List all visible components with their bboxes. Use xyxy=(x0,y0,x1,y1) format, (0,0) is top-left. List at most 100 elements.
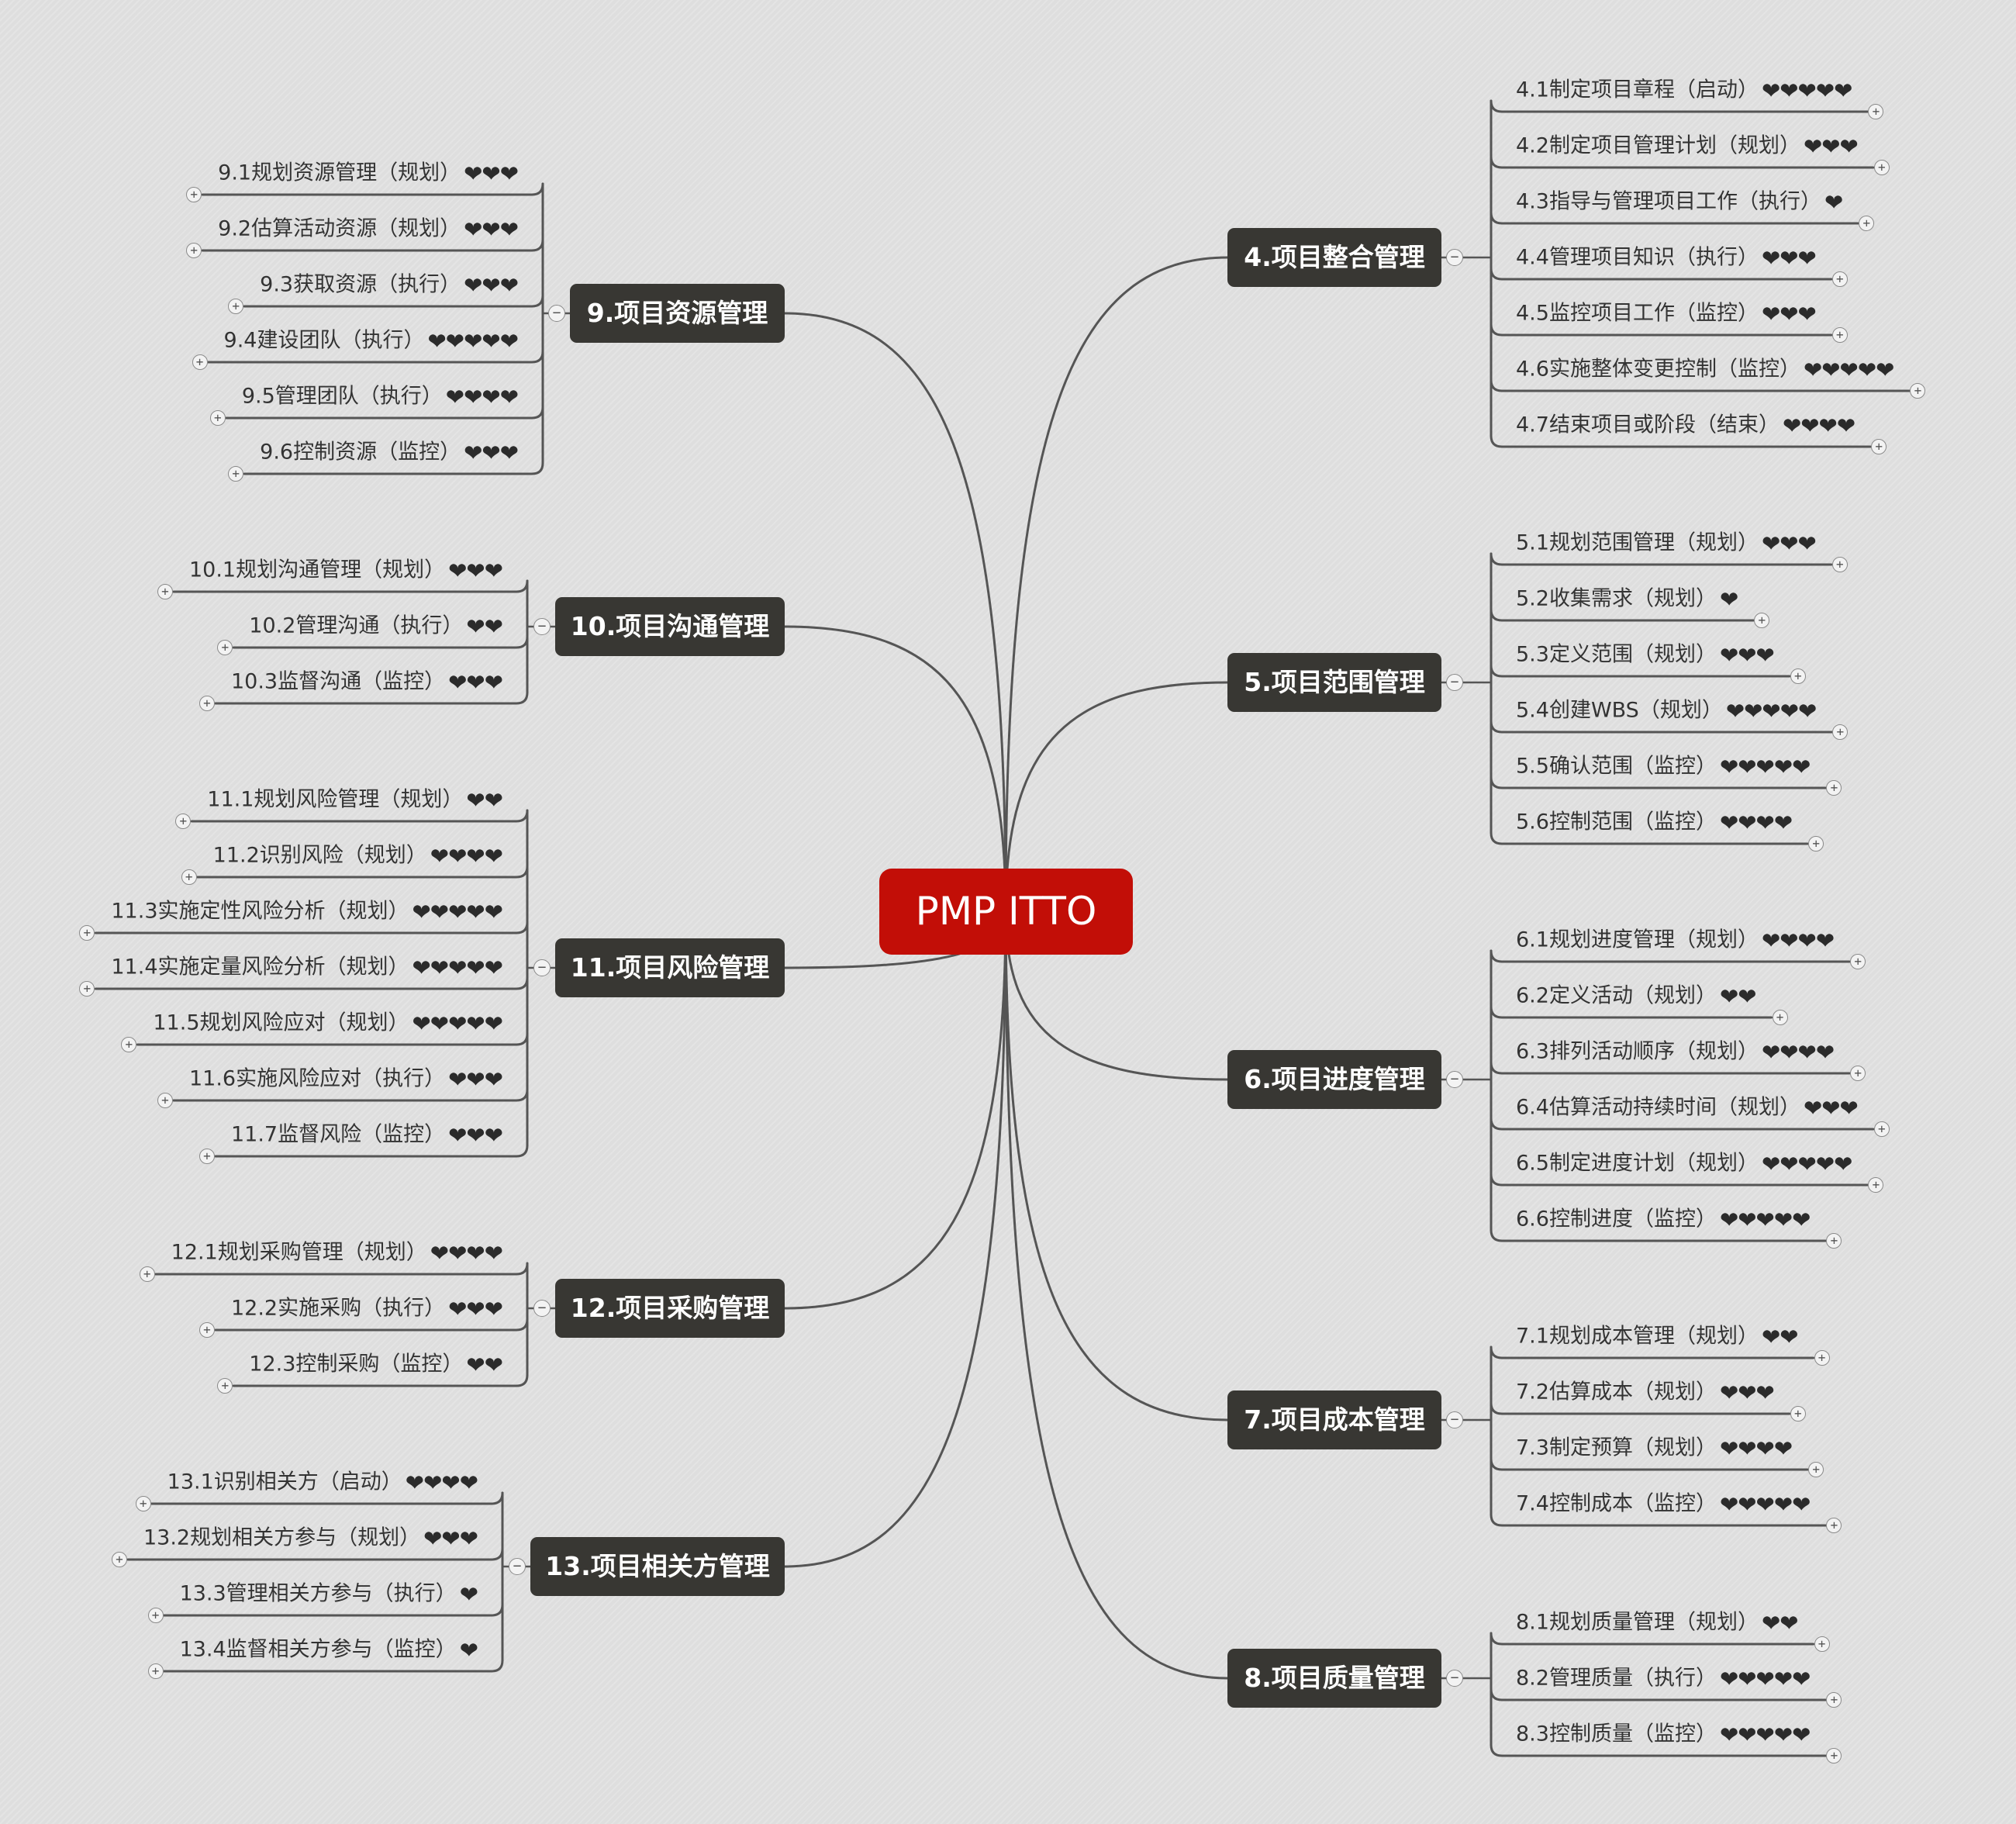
topic-item[interactable]: 7.4控制成本（监控） ❤❤❤❤❤ xyxy=(1516,1487,1811,1521)
topic-item[interactable]: 4.6实施整体变更控制（监控） ❤❤❤❤❤ xyxy=(1516,352,1894,386)
topic-item[interactable]: 4.3指导与管理项目工作（执行） ❤ xyxy=(1516,185,1843,219)
topic-item[interactable]: 10.3监督沟通（监控） ❤❤❤ xyxy=(231,665,503,699)
topic-item[interactable]: 4.5监控项目工作（监控） ❤❤❤ xyxy=(1516,296,1817,330)
branch-topic-b8[interactable]: 8.项目质量管理 xyxy=(1227,1649,1441,1708)
expand-toggle[interactable]: + xyxy=(181,869,197,885)
expand-toggle[interactable]: + xyxy=(175,814,192,829)
expand-toggle[interactable]: + xyxy=(135,1496,151,1511)
expand-toggle[interactable]: + xyxy=(1859,216,1875,231)
topic-item[interactable]: 6.3排列活动顺序（规划） ❤❤❤❤ xyxy=(1516,1035,1835,1069)
topic-item[interactable]: 10.2管理沟通（执行） ❤❤ xyxy=(249,609,503,643)
expand-toggle[interactable]: + xyxy=(198,1322,215,1338)
topic-item[interactable]: 4.1制定项目章程（启动） ❤❤❤❤❤ xyxy=(1516,73,1852,107)
expand-toggle[interactable]: + xyxy=(1826,780,1842,796)
expand-toggle[interactable]: + xyxy=(1790,668,1806,684)
expand-toggle[interactable]: + xyxy=(1808,836,1824,852)
expand-toggle[interactable]: + xyxy=(1868,1177,1884,1193)
topic-item[interactable]: 7.3制定预算（规划） ❤❤❤❤ xyxy=(1516,1431,1793,1465)
topic-item[interactable]: 6.4估算活动持续时间（规划） ❤❤❤ xyxy=(1516,1090,1859,1124)
expand-toggle[interactable]: + xyxy=(209,410,226,426)
topic-item[interactable]: 5.1规划范围管理（规划） ❤❤❤ xyxy=(1516,526,1817,560)
expand-toggle[interactable]: + xyxy=(111,1552,127,1567)
expand-toggle[interactable]: + xyxy=(1826,1692,1842,1708)
central-topic[interactable]: PMP ITTO xyxy=(879,869,1133,955)
topic-item[interactable]: 12.3控制采购（监控） ❤❤ xyxy=(249,1347,503,1381)
expand-toggle[interactable]: + xyxy=(1850,954,1866,969)
collapse-toggle-b13[interactable]: − xyxy=(509,1558,526,1575)
branch-topic-b5[interactable]: 5.项目范围管理 xyxy=(1227,653,1441,712)
topic-item[interactable]: 11.6实施风险应对（执行） ❤❤❤ xyxy=(189,1062,503,1096)
topic-item[interactable]: 8.2管理质量（执行） ❤❤❤❤❤ xyxy=(1516,1661,1811,1695)
expand-toggle[interactable]: + xyxy=(1790,1406,1806,1422)
topic-item[interactable]: 13.2规划相关方参与（规划） ❤❤❤ xyxy=(143,1521,478,1555)
expand-toggle[interactable]: + xyxy=(79,925,95,941)
expand-toggle[interactable]: + xyxy=(1826,1233,1842,1249)
topic-item[interactable]: 6.5制定进度计划（规划） ❤❤❤❤❤ xyxy=(1516,1146,1852,1180)
branch-topic-b10[interactable]: 10.项目沟通管理 xyxy=(555,597,785,656)
topic-item[interactable]: 5.5确认范围（监控） ❤❤❤❤❤ xyxy=(1516,749,1811,783)
topic-item[interactable]: 12.2实施采购（执行） ❤❤❤ xyxy=(231,1291,503,1325)
topic-item[interactable]: 13.3管理相关方参与（执行） ❤ xyxy=(180,1577,478,1611)
topic-item[interactable]: 9.1规划资源管理（规划） ❤❤❤ xyxy=(218,156,519,190)
branch-topic-b13[interactable]: 13.项目相关方管理 xyxy=(530,1537,785,1596)
expand-toggle[interactable]: + xyxy=(1831,327,1848,343)
topic-item[interactable]: 11.3实施定性风险分析（规划） ❤❤❤❤❤ xyxy=(111,894,503,928)
topic-item[interactable]: 9.4建设团队（执行） ❤❤❤❤❤ xyxy=(224,323,519,358)
expand-toggle[interactable]: + xyxy=(1831,557,1848,572)
topic-item[interactable]: 7.1规划成本管理（规划） ❤❤ xyxy=(1516,1319,1799,1353)
expand-toggle[interactable]: + xyxy=(1814,1636,1830,1652)
branch-topic-b7[interactable]: 7.项目成本管理 xyxy=(1227,1390,1441,1449)
branch-topic-b12[interactable]: 12.项目采购管理 xyxy=(555,1279,785,1338)
expand-toggle[interactable]: + xyxy=(1754,613,1770,628)
topic-item[interactable]: 9.2估算活动资源（规划） ❤❤❤ xyxy=(218,212,519,246)
expand-toggle[interactable]: + xyxy=(228,299,244,314)
expand-toggle[interactable]: + xyxy=(186,243,202,258)
topic-item[interactable]: 4.2制定项目管理计划（规划） ❤❤❤ xyxy=(1516,129,1859,163)
expand-toggle[interactable]: + xyxy=(1826,1748,1842,1764)
expand-toggle[interactable]: + xyxy=(1868,104,1884,119)
topic-item[interactable]: 9.5管理团队（执行） ❤❤❤❤ xyxy=(242,379,519,413)
topic-item[interactable]: 13.1识别相关方（启动） ❤❤❤❤ xyxy=(167,1465,478,1499)
expand-toggle[interactable]: + xyxy=(79,981,95,997)
expand-toggle[interactable]: + xyxy=(147,1663,164,1679)
expand-toggle[interactable]: + xyxy=(147,1608,164,1623)
collapse-toggle-b9[interactable]: − xyxy=(548,305,565,322)
topic-item[interactable]: 5.6控制范围（监控） ❤❤❤❤ xyxy=(1516,805,1793,839)
expand-toggle[interactable]: + xyxy=(1910,383,1926,399)
expand-toggle[interactable]: + xyxy=(1832,724,1849,740)
collapse-toggle-b11[interactable]: − xyxy=(533,959,551,976)
expand-toggle[interactable]: + xyxy=(157,1093,173,1108)
collapse-toggle-b4[interactable]: − xyxy=(1446,249,1463,266)
topic-item[interactable]: 8.3控制质量（监控） ❤❤❤❤❤ xyxy=(1516,1717,1811,1751)
collapse-toggle-b8[interactable]: − xyxy=(1446,1670,1463,1687)
expand-toggle[interactable]: + xyxy=(217,640,233,655)
topic-item[interactable]: 11.1规划风险管理（规划） ❤❤ xyxy=(207,782,503,817)
topic-item[interactable]: 11.7监督风险（监控） ❤❤❤ xyxy=(231,1118,503,1152)
expand-toggle[interactable]: + xyxy=(1850,1066,1866,1081)
expand-toggle[interactable]: + xyxy=(186,187,202,202)
branch-topic-b6[interactable]: 6.项目进度管理 xyxy=(1227,1050,1441,1109)
collapse-toggle-b7[interactable]: − xyxy=(1446,1411,1463,1428)
topic-item[interactable]: 10.1规划沟通管理（规划） ❤❤❤ xyxy=(189,553,503,587)
topic-item[interactable]: 11.5规划风险应对（规划） ❤❤❤❤❤ xyxy=(153,1006,503,1040)
expand-toggle[interactable]: + xyxy=(1772,1010,1788,1025)
topic-item[interactable]: 6.6控制进度（监控） ❤❤❤❤❤ xyxy=(1516,1202,1811,1236)
topic-item[interactable]: 8.1规划质量管理（规划） ❤❤ xyxy=(1516,1605,1799,1639)
topic-item[interactable]: 9.3获取资源（执行） ❤❤❤ xyxy=(260,268,519,302)
expand-toggle[interactable]: + xyxy=(1873,160,1890,175)
expand-toggle[interactable]: + xyxy=(1808,1462,1824,1477)
collapse-toggle-b10[interactable]: − xyxy=(533,618,551,635)
expand-toggle[interactable]: + xyxy=(139,1266,155,1282)
collapse-toggle-b5[interactable]: − xyxy=(1446,674,1463,691)
expand-toggle[interactable]: + xyxy=(1873,1121,1890,1137)
expand-toggle[interactable]: + xyxy=(192,354,208,370)
expand-toggle[interactable]: + xyxy=(217,1378,233,1394)
topic-item[interactable]: 6.1规划进度管理（规划） ❤❤❤❤ xyxy=(1516,923,1835,957)
collapse-toggle-b12[interactable]: − xyxy=(533,1300,551,1317)
collapse-toggle-b6[interactable]: − xyxy=(1446,1071,1463,1088)
topic-item[interactable]: 5.3定义范围（规划） ❤❤❤ xyxy=(1516,637,1775,672)
topic-item[interactable]: 11.2识别风险（规划） ❤❤❤❤ xyxy=(213,838,503,872)
topic-item[interactable]: 13.4监督相关方参与（监控） ❤ xyxy=(180,1632,478,1667)
expand-toggle[interactable]: + xyxy=(1871,439,1887,454)
expand-toggle[interactable]: + xyxy=(198,1149,215,1164)
